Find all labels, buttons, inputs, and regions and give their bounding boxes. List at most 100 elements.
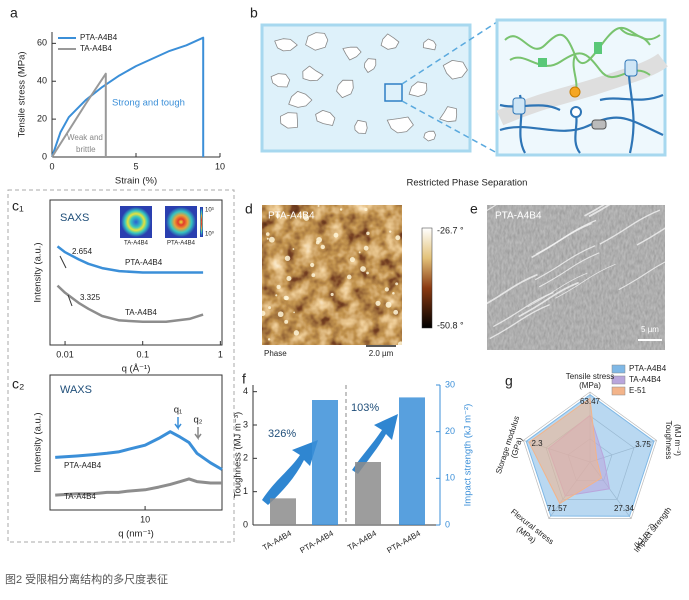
panel-label: c₂ [12, 376, 24, 392]
y-axis-label: Intensity (a.u.) [33, 242, 44, 302]
y-axis-label: Toughness (MJ m⁻³) [233, 412, 244, 498]
crack [531, 222, 592, 259]
y2-tick-label: 0 [445, 519, 450, 529]
blob [380, 33, 400, 50]
blob [305, 32, 329, 51]
plot-frame [49, 199, 223, 346]
arrow [262, 440, 318, 505]
colorbar [421, 227, 433, 329]
series-line [55, 477, 222, 497]
diagram-caption: Restricted Phase Separation [407, 178, 528, 189]
dot [363, 245, 369, 251]
dot [265, 232, 270, 236]
inset-pattern [121, 207, 151, 237]
node [570, 106, 582, 118]
y2-tick-label: 10 [445, 473, 455, 483]
y-tick-label: 2 [243, 453, 248, 463]
y-axis-label: Tensile stress (MPa) [17, 51, 28, 137]
arrow [352, 414, 398, 474]
annotation: 3.325 [80, 293, 101, 302]
blob [288, 91, 313, 108]
panel-label: g [505, 373, 513, 389]
dot [339, 208, 343, 211]
bar [399, 397, 425, 525]
sem-cracks [487, 205, 665, 340]
dot [375, 300, 381, 306]
slope-guide [67, 294, 73, 307]
legend-swatch [611, 375, 626, 385]
radar-axis-name: Toughness [664, 421, 673, 460]
crack [534, 245, 596, 281]
crack [527, 272, 588, 308]
dot [284, 319, 289, 324]
crack [584, 205, 606, 217]
afm-dots [262, 205, 402, 345]
annotation: q₂ [194, 415, 203, 426]
x-tick-label: 1 [218, 349, 223, 359]
x-axis-label: q (nm⁻¹) [118, 529, 154, 540]
radar-value-label: 71.57 [547, 504, 568, 513]
dot [384, 287, 389, 292]
blob [315, 110, 336, 126]
dot [276, 284, 281, 290]
caption: 图2 受限相分离结构的多尺度表征 [5, 572, 168, 586]
dot [349, 256, 355, 263]
y2-tick-label: 20 [445, 426, 455, 436]
unit [512, 97, 526, 115]
blob [342, 46, 362, 61]
colorbar-max: -26.7 ° [437, 225, 464, 235]
radar-value-label: 2.3 [531, 439, 543, 448]
panel-title: SAXS [60, 212, 89, 224]
inset-colorbar [200, 207, 203, 237]
radar-axis-name: Tensile stress [566, 372, 614, 381]
blob [336, 79, 354, 98]
y2-tick-label: 30 [445, 379, 455, 389]
blob [442, 60, 468, 80]
sem-image [487, 205, 665, 350]
y-tick-label: 60 [37, 38, 47, 48]
annotation: 103% [351, 402, 379, 414]
scale-label: 5 µm [641, 325, 659, 334]
y-tick-label: 0 [243, 519, 248, 529]
dot [315, 240, 320, 245]
legend-swatch [611, 364, 626, 374]
y2-axis-label: Impact strength (kJ m⁻²) [463, 404, 474, 507]
y-tick-label: 3 [243, 419, 248, 429]
blob [364, 58, 377, 73]
dot [366, 231, 370, 236]
legend-swatch [611, 386, 626, 396]
annotation: Strong and tough [112, 98, 185, 109]
dot [262, 310, 266, 316]
crack [555, 263, 616, 299]
x-tick-label: 0.01 [56, 349, 74, 359]
x-tick-label: 10 [215, 161, 225, 171]
unit [591, 119, 607, 130]
afm-texture [262, 205, 402, 345]
annotation: Weak and [67, 133, 103, 142]
crack [487, 273, 538, 305]
radar-axis-unit: (MJ m⁻³) [673, 424, 682, 456]
panel-label: a [10, 5, 18, 21]
panel-label: c₁ [12, 198, 24, 214]
legend-label: E-51 [629, 386, 646, 395]
dot [364, 207, 368, 212]
radar-value-label: 63.47 [580, 397, 601, 406]
crack [489, 303, 550, 340]
panel-label: d [245, 201, 253, 217]
dot [366, 271, 369, 275]
x-tick-label: 0.1 [136, 349, 149, 359]
unit [538, 58, 547, 67]
inset-label: TA-A4B4 [124, 241, 149, 247]
blob [386, 116, 414, 134]
dot [286, 275, 292, 281]
crack [618, 261, 665, 291]
y-tick-label: 1 [243, 486, 248, 496]
crack [538, 252, 600, 288]
blobs [270, 32, 468, 142]
sem-texture [487, 205, 665, 350]
series-label: TA-A4B4 [125, 308, 157, 317]
crack [636, 227, 665, 246]
dot [393, 309, 399, 315]
annotation: 326% [268, 428, 296, 440]
dot [397, 341, 402, 345]
